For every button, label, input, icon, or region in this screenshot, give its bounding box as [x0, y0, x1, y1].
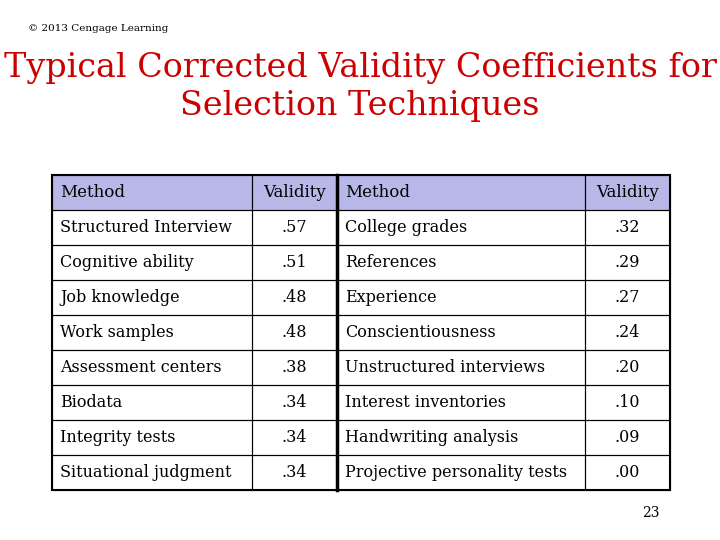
Text: .57: .57	[282, 219, 307, 236]
Text: .10: .10	[615, 394, 640, 411]
Text: .20: .20	[615, 359, 640, 376]
Text: .24: .24	[615, 324, 640, 341]
Text: .27: .27	[615, 289, 640, 306]
Text: Cognitive ability: Cognitive ability	[60, 254, 194, 271]
Text: © 2013 Cengage Learning: © 2013 Cengage Learning	[28, 24, 168, 33]
Text: Projective personality tests: Projective personality tests	[345, 464, 567, 481]
Text: .00: .00	[615, 464, 640, 481]
Text: References: References	[345, 254, 436, 271]
Text: .38: .38	[282, 359, 307, 376]
Text: Experience: Experience	[345, 289, 436, 306]
Text: Interest inventories: Interest inventories	[345, 394, 506, 411]
Text: .51: .51	[282, 254, 307, 271]
Text: Situational judgment: Situational judgment	[60, 464, 232, 481]
Text: 23: 23	[642, 506, 660, 520]
Text: Handwriting analysis: Handwriting analysis	[345, 429, 518, 446]
Text: Method: Method	[60, 184, 125, 201]
Text: .34: .34	[282, 429, 307, 446]
Text: .29: .29	[615, 254, 640, 271]
Text: .34: .34	[282, 464, 307, 481]
Text: Typical Corrected Validity Coefficients for
Selection Techniques: Typical Corrected Validity Coefficients …	[4, 52, 716, 122]
Text: .09: .09	[615, 429, 640, 446]
Text: Work samples: Work samples	[60, 324, 174, 341]
Text: Job knowledge: Job knowledge	[60, 289, 179, 306]
Text: Structured Interview: Structured Interview	[60, 219, 232, 236]
Text: Conscientiousness: Conscientiousness	[345, 324, 496, 341]
Text: Assessment centers: Assessment centers	[60, 359, 222, 376]
Text: .48: .48	[282, 289, 307, 306]
Text: Method: Method	[345, 184, 410, 201]
Text: Integrity tests: Integrity tests	[60, 429, 176, 446]
Text: .48: .48	[282, 324, 307, 341]
Text: Validity: Validity	[263, 184, 326, 201]
Text: .32: .32	[615, 219, 640, 236]
Text: .34: .34	[282, 394, 307, 411]
Text: College grades: College grades	[345, 219, 467, 236]
Text: Biodata: Biodata	[60, 394, 122, 411]
Text: Validity: Validity	[596, 184, 659, 201]
Text: Unstructured interviews: Unstructured interviews	[345, 359, 545, 376]
